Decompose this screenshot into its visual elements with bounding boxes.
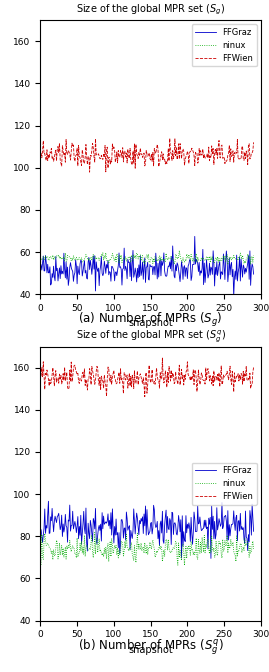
FFWien — [40, 372, 43, 380]
ninux — [43, 253, 46, 261]
Title: Size of the global MPR set ($S_g$): Size of the global MPR set ($S_g$) — [76, 2, 225, 17]
Line: FFGraz: FFGraz — [41, 237, 254, 296]
FFGraz — [40, 261, 43, 269]
FFGraz — [209, 554, 213, 562]
FFGraz — [90, 530, 93, 538]
ninux — [90, 539, 93, 547]
FFGraz — [40, 526, 43, 534]
ninux — [168, 547, 171, 555]
FFWien — [226, 372, 229, 380]
ninux — [245, 254, 249, 262]
FFGraz — [193, 233, 196, 241]
FFWien — [252, 364, 255, 372]
FFWien — [161, 354, 164, 362]
FFGraz — [134, 530, 137, 538]
ninux — [90, 253, 93, 261]
ninux — [245, 541, 249, 549]
Text: (a) Number of MPRs ($S_{g}$): (a) Number of MPRs ($S_{g}$) — [78, 311, 223, 329]
FFGraz — [245, 264, 249, 272]
FFWien — [169, 148, 172, 156]
FFWien — [90, 380, 93, 388]
ninux — [40, 560, 43, 569]
FFWien — [226, 151, 229, 159]
FFWien — [134, 164, 137, 172]
X-axis label: snapshot: snapshot — [128, 319, 173, 329]
FFGraz — [133, 269, 136, 278]
ninux — [252, 545, 255, 553]
FFWien — [245, 376, 249, 384]
FFWien — [40, 149, 43, 157]
FFWien — [133, 367, 136, 375]
FFWien — [168, 134, 171, 142]
ninux — [183, 561, 186, 569]
ninux — [226, 549, 229, 557]
FFWien — [88, 168, 91, 176]
FFGraz — [47, 497, 50, 505]
FFGraz — [43, 524, 46, 532]
Title: Size of the global MPR set ($S_g^q$): Size of the global MPR set ($S_g^q$) — [76, 329, 226, 344]
FFWien — [169, 377, 172, 385]
ninux — [43, 538, 46, 546]
FFWien — [252, 138, 255, 146]
FFGraz — [245, 534, 249, 542]
ninux — [133, 254, 136, 262]
FFGraz — [167, 263, 171, 271]
FFGraz — [232, 292, 235, 300]
FFWien — [90, 146, 93, 155]
Legend: FFGraz, ninux, FFWien: FFGraz, ninux, FFWien — [192, 24, 257, 67]
FFWien — [245, 150, 249, 158]
ninux — [134, 552, 137, 560]
FFGraz — [90, 262, 93, 270]
ninux — [93, 529, 96, 537]
Text: (b) Number of MPRs ($S_g^q$): (b) Number of MPRs ($S_g^q$) — [78, 637, 224, 657]
FFGraz — [43, 267, 46, 275]
Legend: FFGraz, ninux, FFWien: FFGraz, ninux, FFWien — [192, 462, 257, 505]
FFGraz — [225, 256, 229, 264]
FFWien — [43, 150, 46, 158]
ninux — [252, 251, 255, 259]
Line: FFGraz: FFGraz — [41, 501, 254, 558]
FFGraz — [252, 270, 255, 278]
ninux — [226, 261, 229, 269]
X-axis label: snapshot: snapshot — [128, 645, 173, 655]
FFGraz — [226, 507, 229, 515]
Line: ninux: ninux — [41, 533, 254, 565]
FFWien — [143, 392, 146, 401]
ninux — [178, 247, 181, 255]
Line: ninux: ninux — [41, 251, 254, 265]
Line: FFWien: FFWien — [41, 358, 254, 396]
FFGraz — [252, 528, 255, 536]
Line: FFWien: FFWien — [41, 138, 254, 172]
ninux — [167, 255, 171, 263]
FFGraz — [168, 515, 171, 523]
ninux — [40, 255, 43, 263]
ninux — [225, 251, 229, 259]
FFWien — [43, 371, 46, 379]
